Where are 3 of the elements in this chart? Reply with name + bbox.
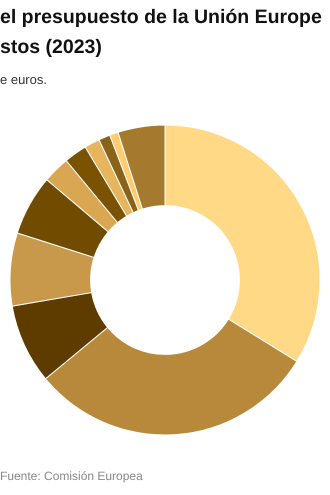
chart-title: el presupuesto de la Unión Europe stos (2023) — [0, 5, 322, 60]
chart-subtitle: e euros. — [0, 72, 47, 87]
source-note: Fuente: Comisión Europea — [0, 469, 143, 483]
